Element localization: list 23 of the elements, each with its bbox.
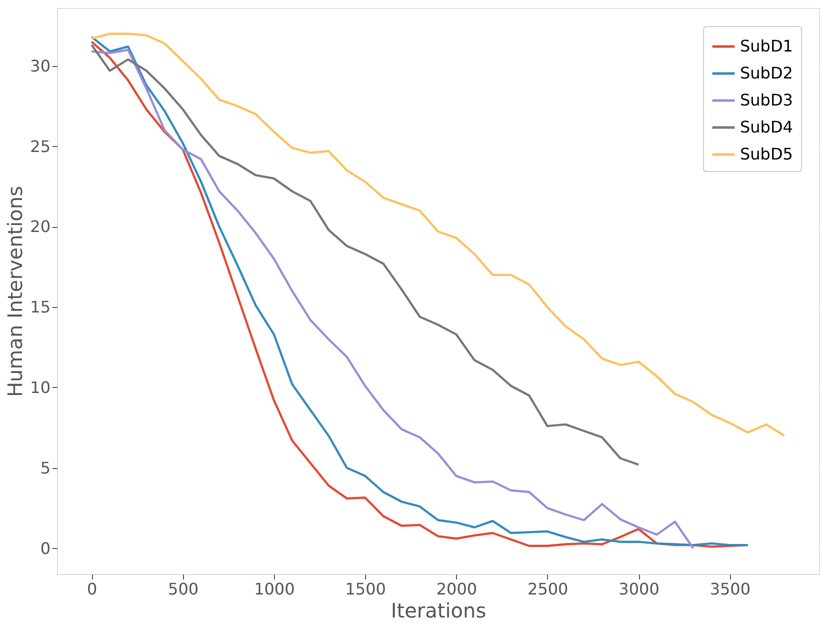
legend-label: SubD3	[740, 90, 793, 110]
legend-label: SubD2	[740, 64, 793, 82]
y-tick-label: 5	[40, 458, 50, 478]
y-tick-label: 30	[30, 56, 50, 76]
x-tick-label: 1000	[254, 580, 295, 598]
x-tick-label: 2000	[436, 580, 478, 598]
legend-label: SubD4	[740, 118, 793, 136]
x-tick-label: 0	[87, 580, 98, 598]
legend-label: SubD5	[740, 144, 793, 164]
x-axis-title: Iterations	[390, 598, 486, 622]
x-tick-label: 1500	[345, 580, 386, 598]
y-tick-label: 25	[30, 136, 50, 156]
y-tick-label: 0	[40, 538, 50, 558]
x-tick-label: 3500	[710, 580, 751, 598]
y-axis-title: Human Interventions	[3, 186, 28, 397]
y-tick-label: 10	[30, 378, 50, 397]
legend-label: SubD1	[740, 36, 793, 56]
line-series	[90, 44, 640, 466]
x-tick-label: 3000	[618, 580, 660, 598]
x-tick-label: 500	[168, 580, 199, 598]
x-tick-label: 2500	[528, 580, 568, 598]
y-tick-label: 15	[30, 298, 50, 317]
y-tick-label: 20	[30, 217, 50, 236]
